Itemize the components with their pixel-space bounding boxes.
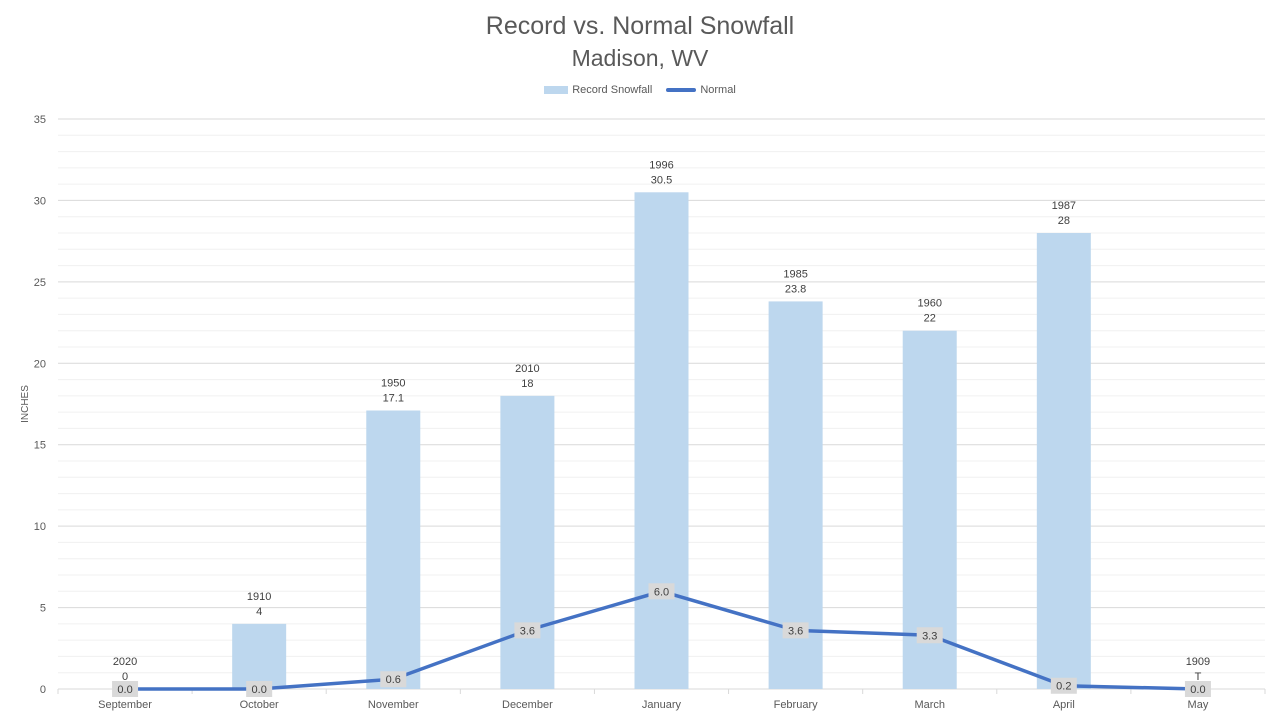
chart-title: Record vs. Normal Snowfall: [485, 12, 795, 40]
y-tick-label: 20: [34, 358, 46, 370]
normal-point-label: 0.0: [1184, 681, 1211, 697]
normal-label-box: [648, 583, 675, 600]
normal-label-box: [782, 622, 809, 639]
bar-value-label: 28: [1058, 215, 1070, 227]
x-tick-label: January: [642, 699, 682, 711]
bar-year-label: 1960: [917, 298, 941, 310]
y-tick-label: 0: [40, 684, 46, 696]
bar-record-october: [232, 623, 287, 689]
normal-value-label: 0.6: [386, 674, 401, 686]
bar-value-label: 30.5: [651, 174, 672, 186]
bar-record-november: [366, 410, 421, 689]
y-tick-label: 35: [34, 114, 46, 126]
bar-year-label: 2020: [113, 656, 137, 668]
bar-record-december: [500, 395, 555, 689]
bar-year-label: 1910: [247, 591, 271, 603]
normal-value-label: 3.3: [922, 630, 937, 642]
x-tick-label: October: [240, 699, 279, 711]
normal-label-box: [112, 681, 139, 697]
x-tick-label: December: [502, 699, 553, 711]
x-tick-label: May: [1188, 699, 1209, 711]
chart-subtitle: Madison, WV: [571, 45, 709, 71]
bar-record-january: [634, 192, 689, 690]
y-tick-label: 30: [34, 195, 46, 207]
normal-label-box: [1050, 677, 1077, 694]
x-tick-label: March: [914, 699, 945, 711]
normal-point-label: 3.3: [916, 627, 943, 644]
normal-value-label: 0.0: [117, 684, 132, 696]
y-tick-label: 5: [40, 603, 46, 615]
x-tick-label: September: [98, 699, 152, 711]
normal-point-label: 3.6: [514, 622, 541, 639]
bar-value-label: T: [1195, 671, 1202, 683]
normal-value-label: 3.6: [520, 625, 535, 637]
normal-value-label: 0.0: [252, 684, 267, 696]
legend-swatch-normal: [666, 88, 697, 92]
bar-value-label: 0: [122, 671, 128, 683]
normal-label-box: [514, 622, 541, 639]
normal-point-label: 0.0: [112, 681, 139, 697]
normal-label-box: [380, 671, 407, 688]
normal-point-label: 6.0: [648, 583, 675, 600]
y-tick-label: 25: [34, 277, 46, 289]
normal-label-box: [916, 627, 943, 644]
y-tick-label: 15: [34, 440, 46, 452]
legend-swatch-record: [544, 86, 569, 94]
bar-value-label: 22: [924, 313, 936, 325]
bar-value-label: 4: [256, 606, 262, 618]
normal-value-label: 6.0: [654, 586, 669, 598]
normal-label-box: [1184, 681, 1211, 697]
bar-value-label: 23.8: [785, 283, 806, 295]
bar-year-label: 1950: [381, 378, 405, 390]
bar-year-label: 1987: [1052, 200, 1076, 212]
x-tick-label: February: [774, 699, 819, 711]
normal-value-label: 3.6: [788, 625, 803, 637]
y-axis-label: INCHES: [20, 385, 31, 423]
normal-value-label: 0.2: [1056, 681, 1071, 693]
bar-year-label: 2010: [515, 363, 539, 375]
bar-value-label: 18: [521, 378, 533, 390]
bar-value-label: 17.1: [383, 393, 404, 405]
normal-value-label: 0.0: [1190, 684, 1205, 696]
bar-year-label: 1996: [649, 159, 673, 171]
normal-label-box: [246, 681, 273, 697]
bar-year-label: 1985: [783, 268, 807, 280]
legend-item-normal: Normal: [666, 84, 736, 96]
legend-item-record: Record Snowfall: [544, 84, 652, 96]
chart-legend: Record Snowfall Normal: [0, 84, 1280, 96]
bar-year-label: 1909: [1186, 656, 1210, 668]
x-tick-label: April: [1053, 699, 1075, 711]
normal-point-label: 3.6: [782, 622, 809, 639]
legend-label-record: Record Snowfall: [572, 84, 653, 96]
normal-point-label: 0.2: [1050, 677, 1077, 694]
y-tick-label: 10: [34, 521, 46, 533]
x-tick-label: November: [368, 699, 419, 711]
bar-record-april: [1036, 233, 1091, 689]
normal-point-label: 0.6: [380, 671, 407, 688]
normal-point-label: 0.0: [246, 681, 273, 697]
legend-label-normal: Normal: [700, 84, 736, 96]
